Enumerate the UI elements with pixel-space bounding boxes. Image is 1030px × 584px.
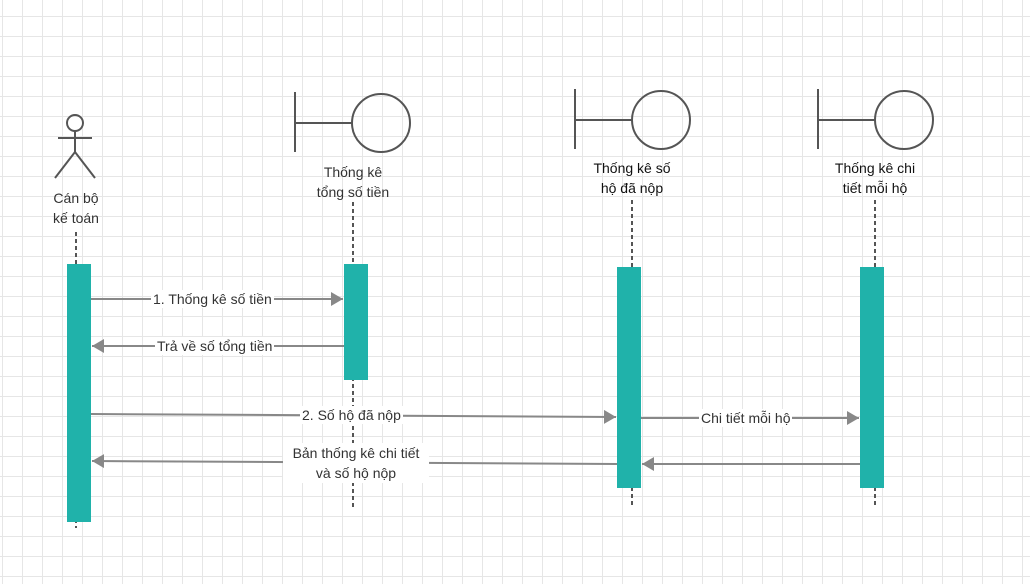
actor-head xyxy=(66,114,84,132)
message-label-3: 2. Số hộ đã nộp xyxy=(300,406,403,424)
lifeline-label-line2: hộ đã nộp xyxy=(600,180,664,196)
activation-chi-tiet-moi-ho xyxy=(860,267,884,488)
boundary-icon-chi-tiet-moi-ho xyxy=(817,89,934,150)
message-label-6: Bản thống kê chi tiết và số hộ nộp xyxy=(283,443,429,483)
lifeline-label-line2: kế toán xyxy=(53,210,99,226)
message-label-1: 1. Thống kê số tiền xyxy=(151,290,274,308)
lifeline-label-line1: Thống kê số xyxy=(593,160,671,176)
boundary-icon-tong-so-tien xyxy=(294,92,411,153)
boundary-icon-so-ho-da-nop xyxy=(574,89,691,150)
lifeline-label-line1: Thống kê xyxy=(323,164,383,180)
lifeline-label-ke-toan: Cán bộ kế toán xyxy=(36,188,116,228)
lifeline-label-line2: tổng số tiền xyxy=(316,184,390,200)
lifeline-label-line2: tiết mỗi hộ xyxy=(842,180,908,196)
message-label-6-line1: Bản thống kê chi tiết xyxy=(292,445,420,461)
activation-tong-so-tien xyxy=(344,264,368,380)
actor-ke-toan xyxy=(54,114,96,179)
message-label-2: Trả về số tổng tiền xyxy=(155,337,275,355)
activation-ke-toan xyxy=(67,264,91,522)
lifeline-label-tong-so-tien: Thống kê tổng số tiền xyxy=(298,162,408,202)
lifeline-label-line1: Thống kê chi xyxy=(834,160,916,176)
lifeline-label-line1: Cán bộ xyxy=(53,190,99,206)
message-label-4: Chi tiết mỗi hộ xyxy=(699,409,793,427)
lifeline-label-so-ho-da-nop: Thống kê số hộ đã nộp xyxy=(577,158,687,198)
lifeline-label-chi-tiet-moi-ho: Thống kê chi tiết mỗi hộ xyxy=(820,158,930,198)
activation-so-ho-da-nop xyxy=(617,267,641,488)
message-label-6-line2: và số hộ nộp xyxy=(315,465,397,481)
